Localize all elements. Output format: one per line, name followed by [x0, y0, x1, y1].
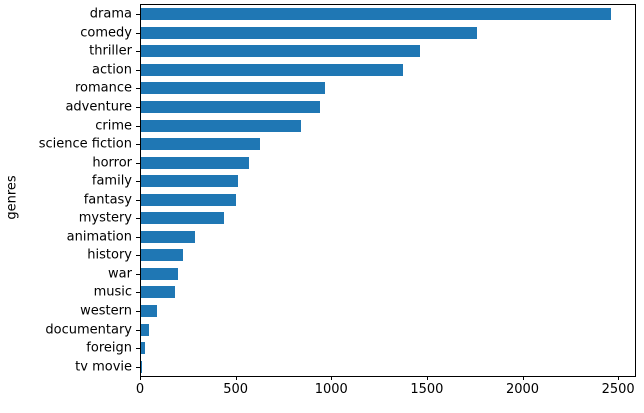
x-axis: 0 500 1000 1500 2000 2500 — [136, 376, 635, 406]
bar — [141, 82, 325, 95]
x-tick-mark — [331, 376, 333, 380]
bar-row: crime — [95, 116, 635, 135]
y-tick-mark — [136, 273, 140, 275]
category-label: war — [108, 266, 132, 282]
y-tick-mark — [136, 199, 140, 201]
bar-row: drama — [90, 5, 635, 24]
y-tick-mark — [136, 292, 140, 294]
category-label: romance — [74, 80, 132, 96]
x-tick-mark — [426, 376, 428, 380]
bar — [141, 193, 236, 206]
y-tick-mark — [136, 366, 140, 368]
bar — [141, 119, 301, 132]
category-label: adventure — [65, 99, 132, 115]
x-tick-label: 500 — [223, 382, 249, 397]
category-label: music — [93, 284, 132, 300]
bar — [141, 212, 225, 225]
category-label: family — [91, 173, 132, 189]
bar — [141, 45, 421, 58]
bar — [141, 286, 176, 299]
category-label: drama — [89, 6, 132, 22]
bar-row: war — [108, 265, 635, 284]
bar-row: action — [92, 61, 635, 80]
y-tick-mark — [136, 51, 140, 53]
category-label: history — [87, 247, 132, 263]
bar-row: tv movie — [75, 357, 635, 376]
category-label: action — [91, 62, 132, 78]
bar-row: animation — [67, 228, 635, 247]
bar-row: science fiction — [39, 135, 635, 154]
category-label: thriller — [89, 43, 132, 59]
bar — [141, 267, 179, 280]
x-tick-label: 1000 — [314, 382, 348, 397]
x-tick-mark — [235, 376, 237, 380]
x-tick-label: 0 — [135, 382, 145, 397]
x-tick-label: 1500 — [410, 382, 444, 397]
category-label: horror — [92, 155, 132, 171]
y-tick-mark — [136, 32, 140, 34]
y-tick-mark — [136, 329, 140, 331]
bar — [141, 63, 403, 76]
y-tick-mark — [136, 255, 140, 257]
bar-row: history — [87, 246, 635, 265]
bar — [141, 323, 149, 336]
bar — [141, 230, 195, 243]
y-tick-mark — [136, 162, 140, 164]
bar — [141, 175, 238, 188]
bar-row: western — [80, 302, 635, 321]
category-label: tv movie — [75, 359, 132, 375]
y-tick-mark — [136, 218, 140, 220]
bar-row: fantasy — [84, 190, 635, 209]
y-tick-mark — [136, 311, 140, 313]
bar-row: music — [94, 283, 635, 302]
bar — [141, 305, 157, 318]
y-tick-mark — [136, 69, 140, 71]
bar-row: family — [92, 172, 635, 191]
bar — [141, 342, 145, 355]
category-label: animation — [66, 229, 132, 245]
bar-row: adventure — [65, 98, 635, 117]
x-tick-mark — [618, 376, 620, 380]
y-tick-mark — [136, 144, 140, 146]
category-label: crime — [95, 118, 132, 134]
y-axis-label: genres — [4, 175, 20, 220]
y-tick-mark — [136, 14, 140, 16]
x-tick-mark — [140, 376, 141, 380]
category-label: fantasy — [83, 192, 132, 208]
y-tick-mark — [136, 236, 140, 238]
category-label: comedy — [80, 25, 132, 41]
bar-row: romance — [75, 79, 635, 98]
bar — [141, 26, 477, 39]
category-label: science fiction — [38, 136, 132, 152]
bar — [141, 249, 184, 262]
bar-row: documentary — [45, 320, 635, 339]
x-tick-label: 2500 — [601, 382, 635, 397]
plot-area: drama comedy thriller action romance adv… — [39, 4, 636, 377]
y-tick-mark — [136, 125, 140, 127]
x-tick-mark — [522, 376, 524, 380]
bar — [141, 101, 320, 113]
bar-row: mystery — [79, 209, 635, 228]
bar — [141, 8, 612, 21]
bar-row: horror — [92, 153, 635, 172]
bar — [141, 138, 260, 151]
x-tick-label: 2000 — [505, 382, 540, 397]
category-label: documentary — [45, 322, 132, 338]
category-label: foreign — [86, 340, 132, 356]
category-label: mystery — [78, 210, 132, 226]
category-label: western — [80, 303, 132, 319]
y-tick-mark — [136, 181, 140, 183]
y-tick-mark — [136, 88, 140, 90]
y-tick-mark — [136, 107, 140, 108]
bar-row: comedy — [80, 24, 635, 43]
bar-row: foreign — [86, 339, 635, 358]
y-tick-mark — [136, 348, 140, 350]
bar-row: thriller — [89, 42, 635, 61]
bar — [141, 156, 250, 169]
